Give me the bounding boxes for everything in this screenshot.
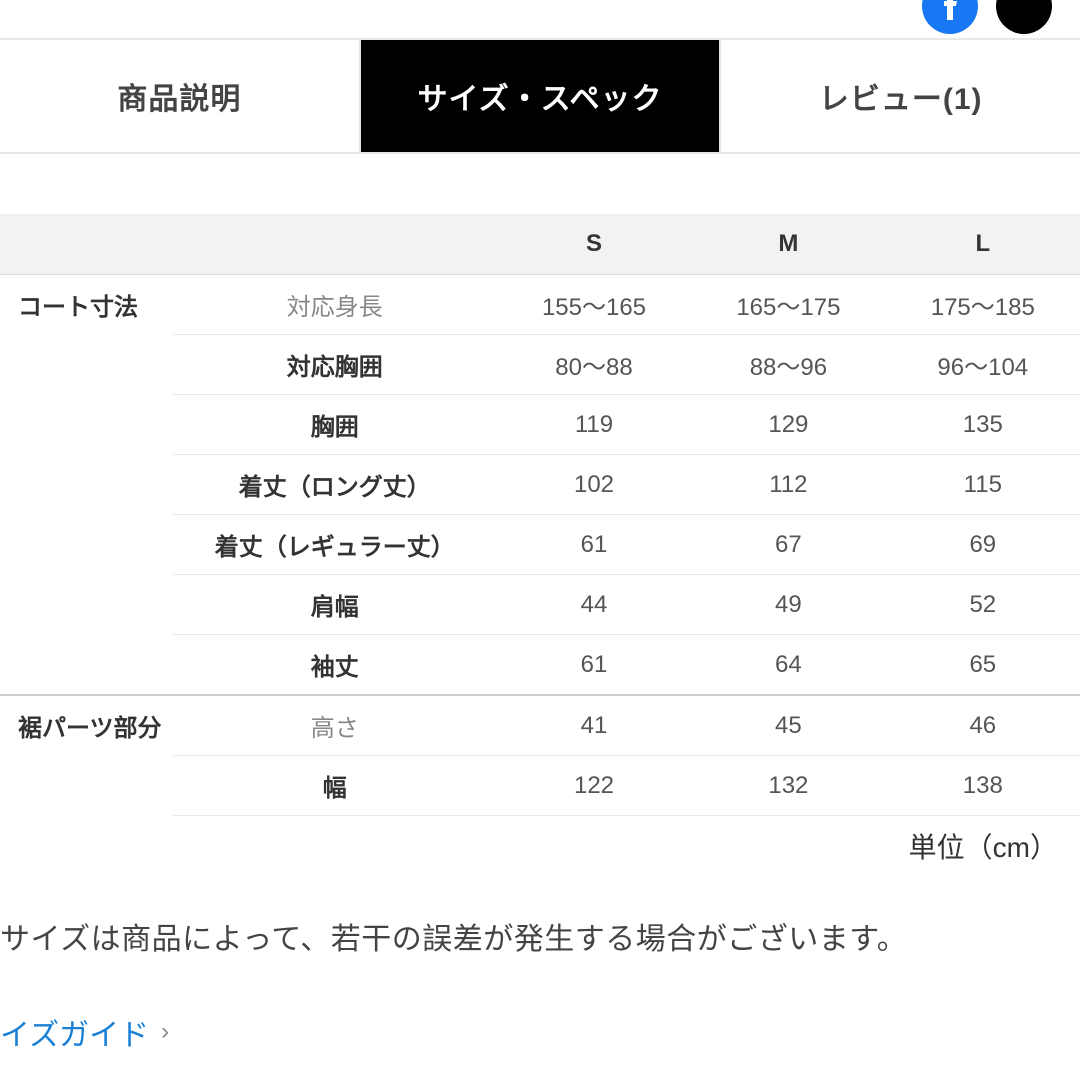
size-table: S M L コート寸法対応身長155～165165～175175～185対応胸囲…	[0, 214, 1080, 816]
table-cell: 64	[691, 635, 885, 696]
table-cell: 67	[691, 515, 885, 575]
group-label	[0, 756, 173, 816]
table-row: 着丈（レギュラー丈）616769	[0, 515, 1080, 575]
unit-label: 単位（cm）	[0, 816, 1080, 866]
tab-bar: 商品説明 サイズ・スペック レビュー(1)	[0, 40, 1080, 154]
attr-label: 対応胸囲	[173, 335, 497, 395]
group-label	[0, 575, 173, 635]
group-label	[0, 635, 173, 696]
table-cell: 135	[886, 395, 1080, 455]
attr-label: 着丈（ロング丈）	[173, 455, 497, 515]
table-cell: 65	[886, 635, 1080, 696]
table-row: 胸囲119129135	[0, 395, 1080, 455]
size-guide-link[interactable]: イズガイド ›	[0, 1010, 1080, 1054]
table-cell: 115	[886, 455, 1080, 515]
attr-label: 着丈（レギュラー丈）	[173, 515, 497, 575]
table-cell: 175～185	[886, 275, 1080, 335]
attr-label: 幅	[173, 756, 497, 816]
table-cell: 96～104	[886, 335, 1080, 395]
table-cell: 119	[497, 395, 691, 455]
table-cell: 49	[691, 575, 885, 635]
table-cell: 138	[886, 756, 1080, 816]
size-header: M	[691, 214, 885, 275]
table-cell: 80～88	[497, 335, 691, 395]
table-cell: 102	[497, 455, 691, 515]
size-note: サイズは商品によって、若干の誤差が発生する場合がございます。	[0, 914, 1080, 958]
size-guide-label: イズガイド	[0, 1010, 149, 1054]
attr-label: 胸囲	[173, 395, 497, 455]
share-icon[interactable]	[996, 0, 1052, 34]
tab-reviews[interactable]: レビュー(1)	[721, 40, 1080, 152]
table-row: 裾パーツ部分高さ414546	[0, 695, 1080, 756]
table-cell: 61	[497, 635, 691, 696]
table-cell: 52	[886, 575, 1080, 635]
tab-description[interactable]: 商品説明	[0, 40, 361, 152]
tab-size-spec[interactable]: サイズ・スペック	[361, 40, 722, 152]
table-cell: 41	[497, 695, 691, 756]
size-header: S	[497, 214, 691, 275]
attr-label: 袖丈	[173, 635, 497, 696]
table-row: 着丈（ロング丈）102112115	[0, 455, 1080, 515]
table-cell: 155～165	[497, 275, 691, 335]
group-label	[0, 515, 173, 575]
table-cell: 132	[691, 756, 885, 816]
table-cell: 112	[691, 455, 885, 515]
table-cell: 45	[691, 695, 885, 756]
group-label: コート寸法	[0, 275, 173, 335]
table-row: コート寸法対応身長155～165165～175175～185	[0, 275, 1080, 335]
group-label: 裾パーツ部分	[0, 695, 173, 756]
table-cell: 165～175	[691, 275, 885, 335]
table-cell: 88～96	[691, 335, 885, 395]
table-cell: 46	[886, 695, 1080, 756]
table-cell: 69	[886, 515, 1080, 575]
size-header: L	[886, 214, 1080, 275]
table-cell: 44	[497, 575, 691, 635]
table-cell: 61	[497, 515, 691, 575]
group-label	[0, 455, 173, 515]
chevron-right-icon: ›	[161, 1018, 169, 1046]
facebook-icon[interactable]	[922, 0, 978, 34]
table-cell: 129	[691, 395, 885, 455]
table-row: 幅122132138	[0, 756, 1080, 816]
table-row: 袖丈616465	[0, 635, 1080, 696]
group-label	[0, 395, 173, 455]
group-label	[0, 335, 173, 395]
attr-label: 肩幅	[173, 575, 497, 635]
table-row: 対応胸囲80～8888～9696～104	[0, 335, 1080, 395]
attr-label: 高さ	[173, 695, 497, 756]
table-row: 肩幅444952	[0, 575, 1080, 635]
table-cell: 122	[497, 756, 691, 816]
table-header-row: S M L	[0, 214, 1080, 275]
attr-label: 対応身長	[173, 275, 497, 335]
